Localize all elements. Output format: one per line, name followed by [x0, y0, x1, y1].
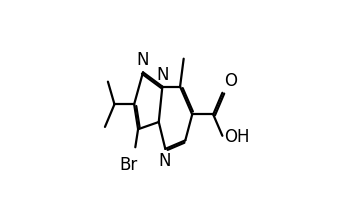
Text: Br: Br: [120, 156, 138, 174]
Text: N: N: [159, 152, 171, 170]
Text: O: O: [224, 72, 237, 90]
Text: OH: OH: [224, 128, 250, 146]
Text: N: N: [156, 66, 169, 84]
Text: N: N: [136, 51, 149, 69]
